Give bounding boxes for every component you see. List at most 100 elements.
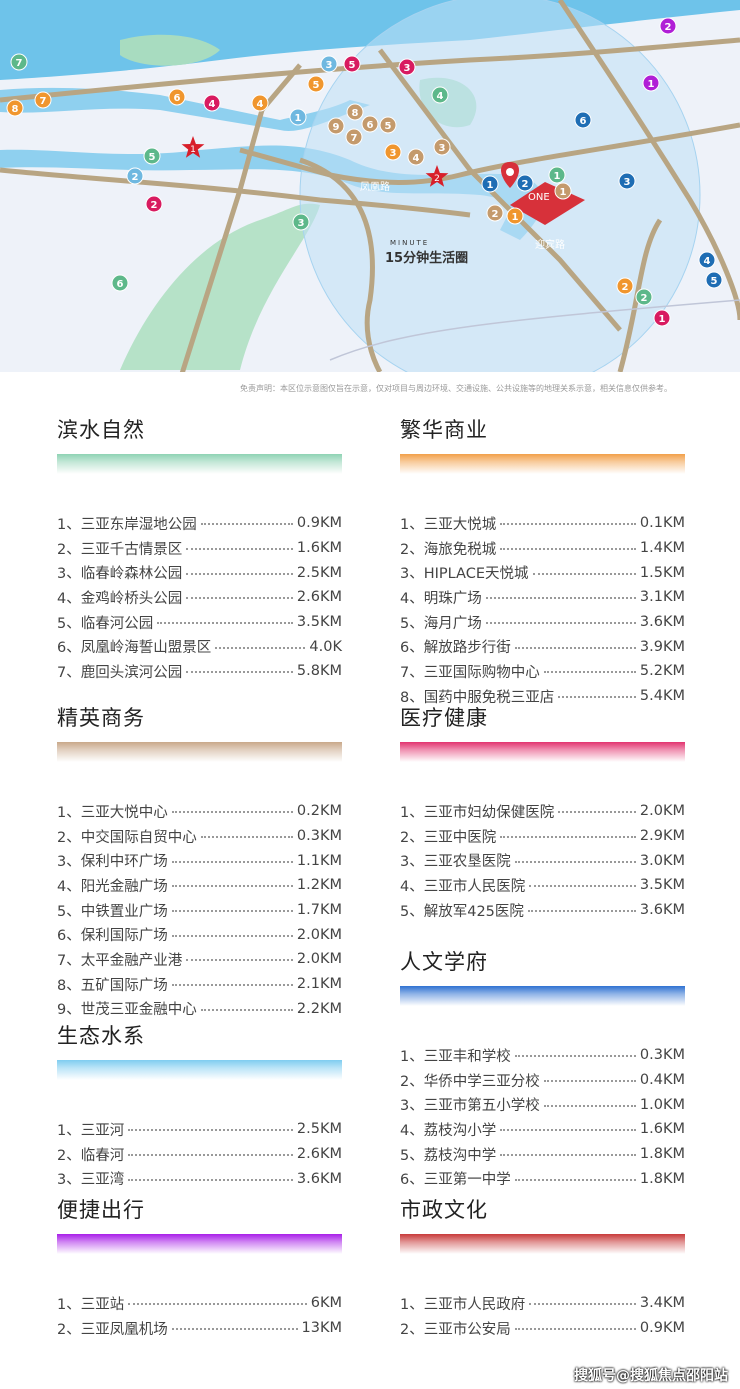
- section-color-bar: [57, 742, 342, 762]
- marker-number: 7: [351, 133, 358, 144]
- dot-leader: [171, 934, 293, 937]
- section-color-bar: [57, 1060, 342, 1080]
- dot-leader: [500, 523, 636, 526]
- item-name: 1、三亚市妇幼保健医院: [400, 804, 555, 821]
- list-item: 6、三亚第一中学 1.8KM: [400, 1166, 685, 1191]
- item-name: 2、临春河: [57, 1147, 125, 1164]
- dot-leader: [514, 1055, 636, 1058]
- marker-number: 5: [313, 80, 320, 91]
- circle-label-en: MINUTE: [390, 239, 429, 247]
- marker-number: 6: [117, 279, 124, 290]
- item-distance: 3.5KM: [639, 877, 685, 894]
- list-item: 9、世茂三亚金融中心 2.2KM: [57, 997, 342, 1022]
- map-marker: 1: [506, 207, 524, 225]
- dot-leader: [171, 1328, 298, 1331]
- list-item: 4、明珠广场 3.1KM: [400, 585, 685, 610]
- item-name: 2、三亚中医院: [400, 829, 497, 846]
- dot-leader: [186, 572, 293, 575]
- item-distance: 3.6KM: [639, 614, 685, 631]
- dot-leader: [186, 959, 293, 962]
- marker-number: 6: [580, 116, 587, 127]
- list-item: 1、三亚市人民政府 3.4KM: [400, 1291, 685, 1316]
- island: [120, 34, 220, 66]
- marker-number: 2: [132, 172, 139, 183]
- dot-leader: [128, 1178, 293, 1181]
- dot-leader: [186, 597, 293, 600]
- road-label-yingbin: 迎宾路: [535, 238, 565, 251]
- map-marker: 5: [307, 75, 325, 93]
- marker-number: 5: [149, 152, 156, 163]
- item-name: 4、金鸡岭桥头公园: [57, 590, 183, 607]
- item-distance: 2.6KM: [296, 1146, 342, 1163]
- item-name: 2、三亚凤凰机场: [57, 1321, 168, 1338]
- section-title: 繁华商业: [400, 418, 488, 442]
- marker-number: 4: [413, 153, 420, 164]
- item-distance: 2.0KM: [296, 926, 342, 943]
- map-marker: 7: [10, 53, 28, 71]
- marker-number: 5: [711, 276, 718, 287]
- marker-number: 2: [641, 293, 648, 304]
- marker-number: 8: [352, 108, 359, 119]
- marker-number: 3: [390, 148, 397, 159]
- item-name: 1、三亚市人民政府: [400, 1296, 526, 1313]
- dot-leader: [514, 860, 636, 863]
- list-item: 6、凤凰岭海誓山盟景区 4.0K: [57, 634, 342, 659]
- item-distance: 2.2KM: [296, 1000, 342, 1017]
- item-distance: 1.1KM: [296, 852, 342, 869]
- list-item: 2、三亚千古情景区 1.6KM: [57, 536, 342, 561]
- map-marker: 3: [292, 213, 310, 231]
- marker-number: 6: [174, 93, 181, 104]
- dot-leader: [543, 671, 636, 674]
- dot-leader: [485, 622, 636, 625]
- dot-leader: [171, 885, 293, 888]
- list-item: 1、三亚市妇幼保健医院 2.0KM: [400, 799, 685, 824]
- map-marker: 6: [111, 274, 129, 292]
- marker-number: 5: [349, 60, 356, 71]
- item-distance: 1.4KM: [639, 540, 685, 557]
- item-distance: 0.1KM: [639, 515, 685, 532]
- dot-leader: [529, 1303, 636, 1306]
- section-business: 精英商务 1、三亚大悦中心 0.2KM 2、中交国际自贸中心 0.3KM 3、保利中环广场…: [57, 704, 342, 1021]
- dot-leader: [171, 811, 293, 814]
- dot-leader: [500, 1154, 636, 1157]
- item-name: 5、荔枝沟中学: [400, 1147, 497, 1164]
- item-distance: 1.6KM: [296, 540, 342, 557]
- section-title: 精英商务: [57, 706, 145, 730]
- item-distance: 4.0K: [309, 638, 342, 655]
- list-item: 3、三亚市第五小学校 1.0KM: [400, 1092, 685, 1117]
- item-name: 3、保利中环广场: [57, 854, 168, 871]
- map-marker: 1: [289, 108, 307, 126]
- section-title: 医疗健康: [400, 706, 488, 730]
- section-title: 滨水自然: [57, 418, 145, 442]
- map-marker: 8: [346, 103, 364, 121]
- item-distance: 3.6KM: [639, 902, 685, 919]
- marker-number: 1: [295, 113, 302, 124]
- item-distance: 0.9KM: [296, 515, 342, 532]
- item-distance: 0.3KM: [296, 828, 342, 845]
- list-item: 7、三亚国际购物中心 5.2KM: [400, 659, 685, 684]
- map-marker: 3: [398, 58, 416, 76]
- map-marker: 7: [34, 91, 52, 109]
- map-marker: 1: [653, 309, 671, 327]
- item-distance: 2.5KM: [296, 1121, 342, 1138]
- list-item: 3、临春岭森林公园 2.5KM: [57, 560, 342, 585]
- item-name: 1、三亚大悦城: [400, 516, 497, 533]
- map-marker: 5: [343, 55, 361, 73]
- marker-number: 2: [622, 282, 629, 293]
- item-name: 2、华侨中学三亚分校: [400, 1073, 540, 1090]
- list-item: 7、太平金融产业港 2.0KM: [57, 947, 342, 972]
- item-distance: 1.8KM: [639, 1170, 685, 1187]
- item-name: 5、海月广场: [400, 615, 482, 632]
- list-item: 6、保利国际广场 2.0KM: [57, 922, 342, 947]
- roads: [0, 0, 740, 372]
- map-marker: 1: [481, 175, 499, 193]
- dot-leader: [500, 836, 636, 839]
- item-distance: 1.0KM: [639, 1096, 685, 1113]
- map-marker: 5: [705, 271, 723, 289]
- map-marker: 3: [433, 138, 451, 156]
- item-name: 5、解放军425医院: [400, 903, 524, 920]
- list-item: 1、三亚站 6KM: [57, 1291, 342, 1316]
- dot-leader: [171, 984, 293, 987]
- map-marker: 4: [431, 86, 449, 104]
